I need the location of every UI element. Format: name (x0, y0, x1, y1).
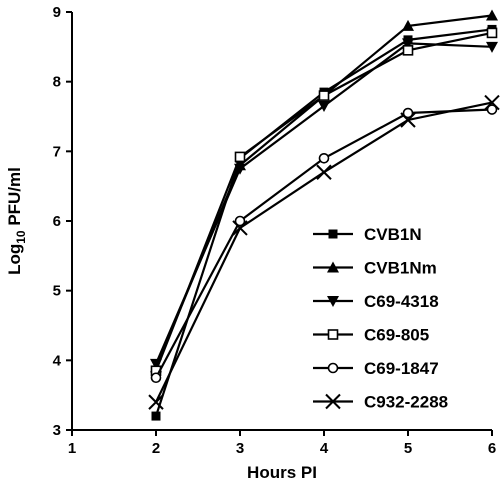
marker-open-square (486, 27, 498, 39)
legend-label: CVB1N (364, 225, 422, 244)
y-tick-label: 7 (53, 143, 61, 160)
marker-open-circle (402, 107, 414, 119)
marker-filled-square (328, 229, 338, 239)
marker-x (232, 220, 248, 236)
legend-item: C69-805 (313, 326, 429, 345)
tick-marks: 1 2 3 4 5 6 3 4 5 6 7 8 9 (53, 4, 497, 457)
marker-x (484, 94, 500, 111)
series-line (154, 28, 493, 417)
legend-item: C932-2288 (313, 393, 448, 412)
marker-triangle-up (486, 9, 498, 21)
marker-open-square (234, 151, 246, 163)
marker-x-stroke (325, 393, 341, 410)
series-line (154, 31, 493, 372)
legend-item: C69-1847 (313, 359, 439, 378)
y-axis-title-rest: PFU/ml (5, 167, 24, 230)
series-layer (148, 9, 500, 421)
series-c69-805 (150, 27, 498, 377)
x-axis-title: Hours PI (247, 463, 317, 482)
marker-open-square (402, 45, 414, 56)
marker-x-stroke (484, 94, 500, 111)
x-tick-label: 6 (488, 440, 496, 457)
y-tick-label: 6 (53, 213, 61, 230)
marker-x-stroke (148, 394, 164, 410)
marker-triangle-down (318, 101, 330, 113)
marker-open-circle (234, 215, 246, 227)
series-cvb1n (151, 24, 497, 421)
x-tick-label: 2 (152, 440, 160, 457)
y-tick-label: 4 (53, 352, 62, 369)
series-c69-1847 (150, 104, 498, 384)
marker-triangle-up (327, 261, 339, 273)
marker-open-circle (486, 104, 498, 115)
marker-x (148, 394, 164, 410)
series-line (154, 14, 493, 368)
marker-x (316, 164, 332, 180)
marker-triangle-down (327, 296, 339, 307)
x-tick-label: 4 (320, 440, 329, 457)
y-tick-label: 3 (53, 422, 61, 439)
marker-filled-square (151, 411, 161, 421)
marker-triangle-down (486, 41, 498, 53)
marker-x (400, 112, 416, 128)
legend-item: C69-4318 (313, 292, 439, 311)
legend-label: C69-1847 (364, 359, 439, 378)
series-c932-2288 (148, 94, 500, 410)
x-tick-label: 1 (68, 440, 76, 457)
marker-open-circle (318, 153, 330, 164)
y-tick-label: 8 (53, 74, 61, 91)
x-tick-label: 3 (236, 440, 244, 457)
series-line (155, 101, 493, 403)
marker-x-stroke (400, 112, 416, 128)
x-tick-label: 5 (404, 440, 412, 457)
marker-x-stroke (316, 164, 332, 180)
marker-triangle-up (402, 19, 414, 31)
marker-open-circle (150, 372, 162, 384)
y-axis-title: Log10 PFU/ml (5, 167, 28, 275)
y-tick-label: 9 (53, 4, 61, 21)
legend-label: C932-2288 (364, 393, 448, 412)
marker-open-square (327, 329, 339, 340)
marker-x-stroke (232, 220, 248, 236)
y-tick-label: 5 (53, 283, 61, 300)
series-cvb1nm (150, 9, 498, 373)
legend-item: CVB1Nm (313, 259, 437, 278)
legend: CVB1N CVB1Nm C69-4318 C69-805 C69-1847 C932-2… (313, 225, 448, 412)
marker-open-square (318, 90, 330, 101)
legend-label: C69-4318 (364, 292, 439, 311)
legend-label: C69-805 (364, 326, 429, 345)
marker-open-circle (327, 362, 339, 374)
y-axis-title-subscript: 10 (14, 230, 28, 244)
marker-x (325, 393, 341, 410)
legend-item: CVB1N (313, 225, 422, 244)
y-axis-title-main: Log (5, 244, 24, 275)
legend-label: CVB1Nm (364, 259, 437, 278)
marker-triangle-down (402, 38, 414, 50)
